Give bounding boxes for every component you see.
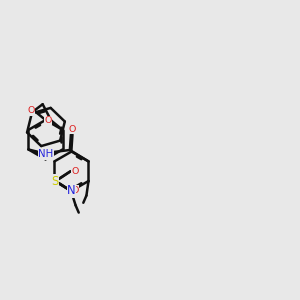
Text: NH: NH	[38, 149, 54, 159]
Text: O: O	[71, 186, 79, 195]
Text: O: O	[44, 116, 52, 125]
Text: O: O	[68, 125, 76, 134]
Text: N: N	[67, 184, 76, 197]
Text: O: O	[71, 167, 79, 176]
Text: O: O	[27, 106, 35, 115]
Text: S: S	[51, 175, 58, 188]
